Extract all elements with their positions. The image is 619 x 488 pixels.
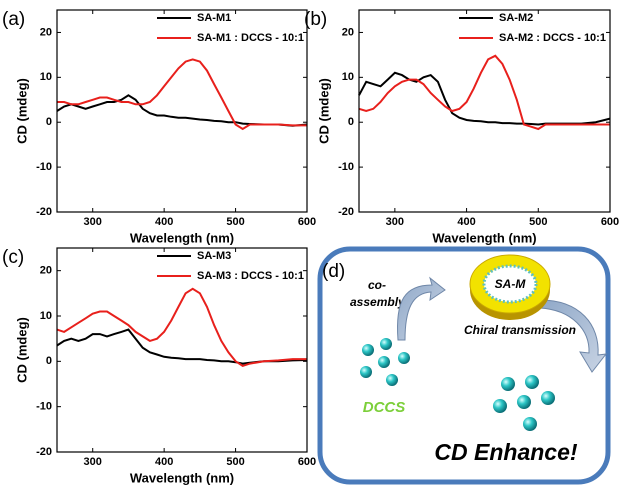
panel-label: (d) [322, 261, 345, 282]
y-tick-label: 20 [40, 265, 52, 277]
plot-frame [358, 9, 611, 213]
y-tick-label: 10 [342, 71, 354, 83]
arrow [539, 299, 608, 373]
y-tick-label: -10 [36, 161, 52, 173]
x-tick-label: 400 [155, 216, 173, 228]
co-assembly-label: co- [368, 278, 386, 292]
molecules [360, 338, 410, 386]
result-label: CD Enhance! [434, 439, 577, 465]
sphere [380, 338, 392, 350]
plot-frame [56, 9, 308, 213]
sphere [362, 344, 374, 356]
chart-panel: -20 -10 0 10 20 300 400 500 600 Wavelength (nm) CD… [304, 9, 619, 245]
data-line [358, 54, 610, 131]
x-tick-label: 400 [457, 216, 475, 228]
x-tick-label: 300 [84, 456, 102, 468]
data-line [56, 287, 307, 367]
sphere [386, 374, 398, 386]
x-tick-label: 500 [226, 216, 244, 228]
legend-label: SA-M1 [197, 12, 231, 24]
sphere [493, 399, 507, 413]
molecules [493, 375, 555, 431]
y-tick-label: 20 [342, 26, 354, 38]
sphere [517, 395, 531, 409]
y-tick-label: -20 [36, 446, 52, 458]
data-line [56, 328, 308, 365]
chart-panel: -20 -10 0 10 20 300 400 500 600 Wavelength (nm) CD… [2, 9, 316, 245]
legend-label: SA-M1 : DCCS - 10:1 [197, 32, 304, 44]
x-tick-label: 500 [529, 216, 547, 228]
x-tick-label: 600 [298, 216, 316, 228]
x-tick-label: 300 [386, 216, 404, 228]
sphere [525, 375, 539, 389]
diagram-panel: (d) co- assembly SA-M Chiral transmissio… [317, 246, 611, 485]
panel-label: (a) [2, 9, 25, 30]
x-axis-label: Wavelength (nm) [130, 230, 234, 245]
sphere [360, 366, 372, 378]
sphere [501, 377, 515, 391]
center-label: SA-M [495, 277, 527, 291]
ring-hole [482, 264, 538, 304]
arrow [396, 276, 446, 341]
x-tick-label: 600 [298, 456, 316, 468]
x-tick-label: 400 [155, 456, 173, 468]
legend-label: SA-M3 [197, 250, 231, 262]
data-line [57, 58, 307, 131]
y-tick-label: -10 [36, 401, 52, 413]
panel-label: (b) [304, 9, 327, 30]
legend-label: SA-M2 : DCCS - 10:1 [499, 32, 606, 44]
x-axis-label: Wavelength (nm) [130, 470, 234, 485]
x-axis-label: Wavelength (nm) [432, 230, 536, 245]
chart-panel: -20 -10 0 10 20 300 400 500 600 Wavelength (nm) CD… [2, 247, 316, 485]
legend-label: SA-M2 [499, 12, 533, 24]
y-tick-label: -20 [36, 206, 52, 218]
y-tick-label: 20 [40, 26, 52, 38]
x-tick-label: 500 [226, 456, 244, 468]
legend-label: SA-M3 : DCCS - 10:1 [197, 270, 304, 282]
y-tick-label: 10 [40, 310, 52, 322]
y-tick-label: -20 [338, 206, 354, 218]
y-tick-label: 0 [46, 116, 52, 128]
y-axis-label: CD (mdeg) [14, 317, 29, 383]
x-tick-label: 300 [84, 216, 102, 228]
panel-label: (c) [2, 247, 24, 268]
process-label: Chiral transmission [464, 323, 576, 337]
y-axis-label: CD (mdeg) [14, 78, 29, 144]
plot-frame [56, 247, 308, 453]
y-tick-label: 10 [40, 71, 52, 83]
y-tick-label: 0 [348, 116, 354, 128]
molecule-label: DCCS [363, 399, 406, 416]
sphere [541, 391, 555, 405]
sphere [398, 352, 410, 364]
x-tick-label: 600 [601, 216, 619, 228]
y-tick-label: 0 [46, 355, 52, 367]
data-line [358, 71, 611, 126]
y-axis-label: CD (mdeg) [316, 78, 331, 144]
sphere [378, 356, 390, 368]
y-tick-label: -10 [338, 161, 354, 173]
sphere [523, 417, 537, 431]
co-assembly-label: assembly [350, 295, 406, 309]
data-line [56, 94, 308, 127]
